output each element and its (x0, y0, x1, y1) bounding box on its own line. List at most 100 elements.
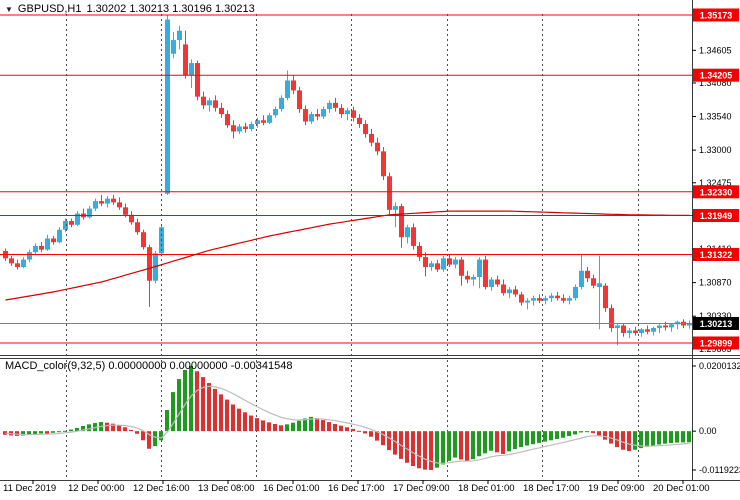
macd-bar (33, 431, 37, 435)
candle-body (123, 207, 128, 215)
macd-bar (531, 431, 535, 445)
candle-body (231, 125, 236, 132)
candle-body (465, 275, 470, 280)
candle-body (321, 109, 326, 117)
candle-body (363, 124, 368, 134)
macd-bar (549, 431, 553, 441)
macd-bar (201, 377, 205, 432)
price-tick-label: 1.33540 (699, 112, 732, 122)
price-badge (693, 8, 739, 22)
macd-bar (687, 431, 691, 443)
price-badge (693, 209, 739, 223)
price-tick-label: 1.34080 (699, 78, 732, 88)
macd-bar (351, 428, 355, 432)
macd-bar (387, 431, 391, 451)
macd-tick-label: -0.0119223 (699, 465, 740, 475)
candle-body (369, 133, 374, 143)
candle-body (669, 324, 674, 328)
macd-bar (537, 431, 541, 443)
macd-indicator-values: 0.00000000 0.00000000 -0.00341548 (108, 360, 293, 372)
macd-bar (435, 431, 439, 468)
macd-tick-label: 0.00 (699, 426, 717, 436)
candle-body (459, 259, 464, 276)
candle-body (201, 96, 206, 106)
price-badge (693, 316, 739, 330)
candle-body (657, 325, 662, 329)
candle-body (93, 201, 98, 209)
macd-bar (327, 422, 331, 432)
candle-body (189, 63, 194, 76)
macd-bar (591, 431, 595, 434)
candle-body (405, 227, 410, 238)
candle-body (555, 295, 560, 299)
candle-body (183, 44, 188, 76)
candle-body (273, 109, 278, 116)
macd-bar (291, 422, 295, 432)
candle-body (111, 198, 116, 203)
candle-body (645, 329, 650, 332)
macd-bar (663, 431, 667, 444)
time-label: 19 Dec 09:00 (588, 483, 645, 494)
price-badge-label: 1.31949 (700, 211, 733, 221)
candle-body (429, 263, 434, 268)
macd-bar (189, 366, 193, 432)
candle-body (543, 298, 548, 301)
candle-body (585, 270, 590, 279)
candle-body (351, 110, 356, 118)
candle-body (399, 206, 404, 238)
candle-body (33, 245, 38, 253)
candle-body (387, 176, 392, 210)
candle-body (57, 229, 62, 243)
macd-bar (249, 415, 253, 432)
candle-body (333, 102, 338, 108)
candle-body (117, 202, 122, 208)
macd-bar (57, 431, 61, 433)
macd-bar (339, 425, 343, 432)
candle-body (105, 198, 110, 204)
chevron-down-icon[interactable]: ▼ (5, 4, 13, 14)
macd-bar (255, 418, 259, 432)
candle-body (525, 300, 530, 303)
candle-body (75, 213, 80, 225)
candle-body (21, 259, 26, 268)
macd-bar (243, 412, 247, 432)
candle-body (171, 40, 176, 54)
macd-bar (495, 431, 499, 453)
candle-body (279, 97, 284, 110)
candle-body (471, 277, 476, 280)
macd-bar (561, 431, 565, 438)
candle-body (213, 100, 218, 108)
macd-indicator-label: MACD_color(9,32,5) (5, 360, 106, 372)
macd-bar (297, 420, 301, 432)
candle-body (255, 120, 260, 125)
price-badge-label: 1.29899 (700, 338, 733, 348)
time-label: 13 Dec 08:00 (198, 483, 255, 494)
macd-bar (21, 431, 25, 436)
quote-ohlc-label: 1.30202 1.30213 1.30196 1.30213 (86, 3, 255, 15)
candle-body (537, 298, 542, 301)
macd-bar (675, 431, 679, 443)
macd-bar (681, 431, 685, 443)
macd-bar (501, 431, 505, 454)
macd-bar (225, 399, 229, 432)
time-label: 20 Dec 01:00 (653, 483, 710, 494)
macd-bar (27, 431, 31, 435)
macd-bar (117, 425, 121, 432)
candle-body (285, 80, 290, 98)
macd-bar (567, 431, 571, 437)
macd-bar (153, 431, 157, 447)
macd-bar (393, 431, 397, 455)
candle-body (609, 308, 614, 329)
macd-bar (609, 431, 613, 444)
macd-bar (543, 431, 547, 442)
macd-bar (111, 423, 115, 432)
macd-bar (573, 431, 577, 435)
macd-bar (69, 429, 73, 432)
macd-bar (357, 430, 361, 432)
macd-bar (555, 431, 559, 439)
macd-bar (429, 431, 433, 470)
price-badge-label: 1.35173 (700, 10, 733, 20)
macd-bar (177, 379, 181, 432)
time-label: 18 Dec 17:00 (523, 483, 580, 494)
